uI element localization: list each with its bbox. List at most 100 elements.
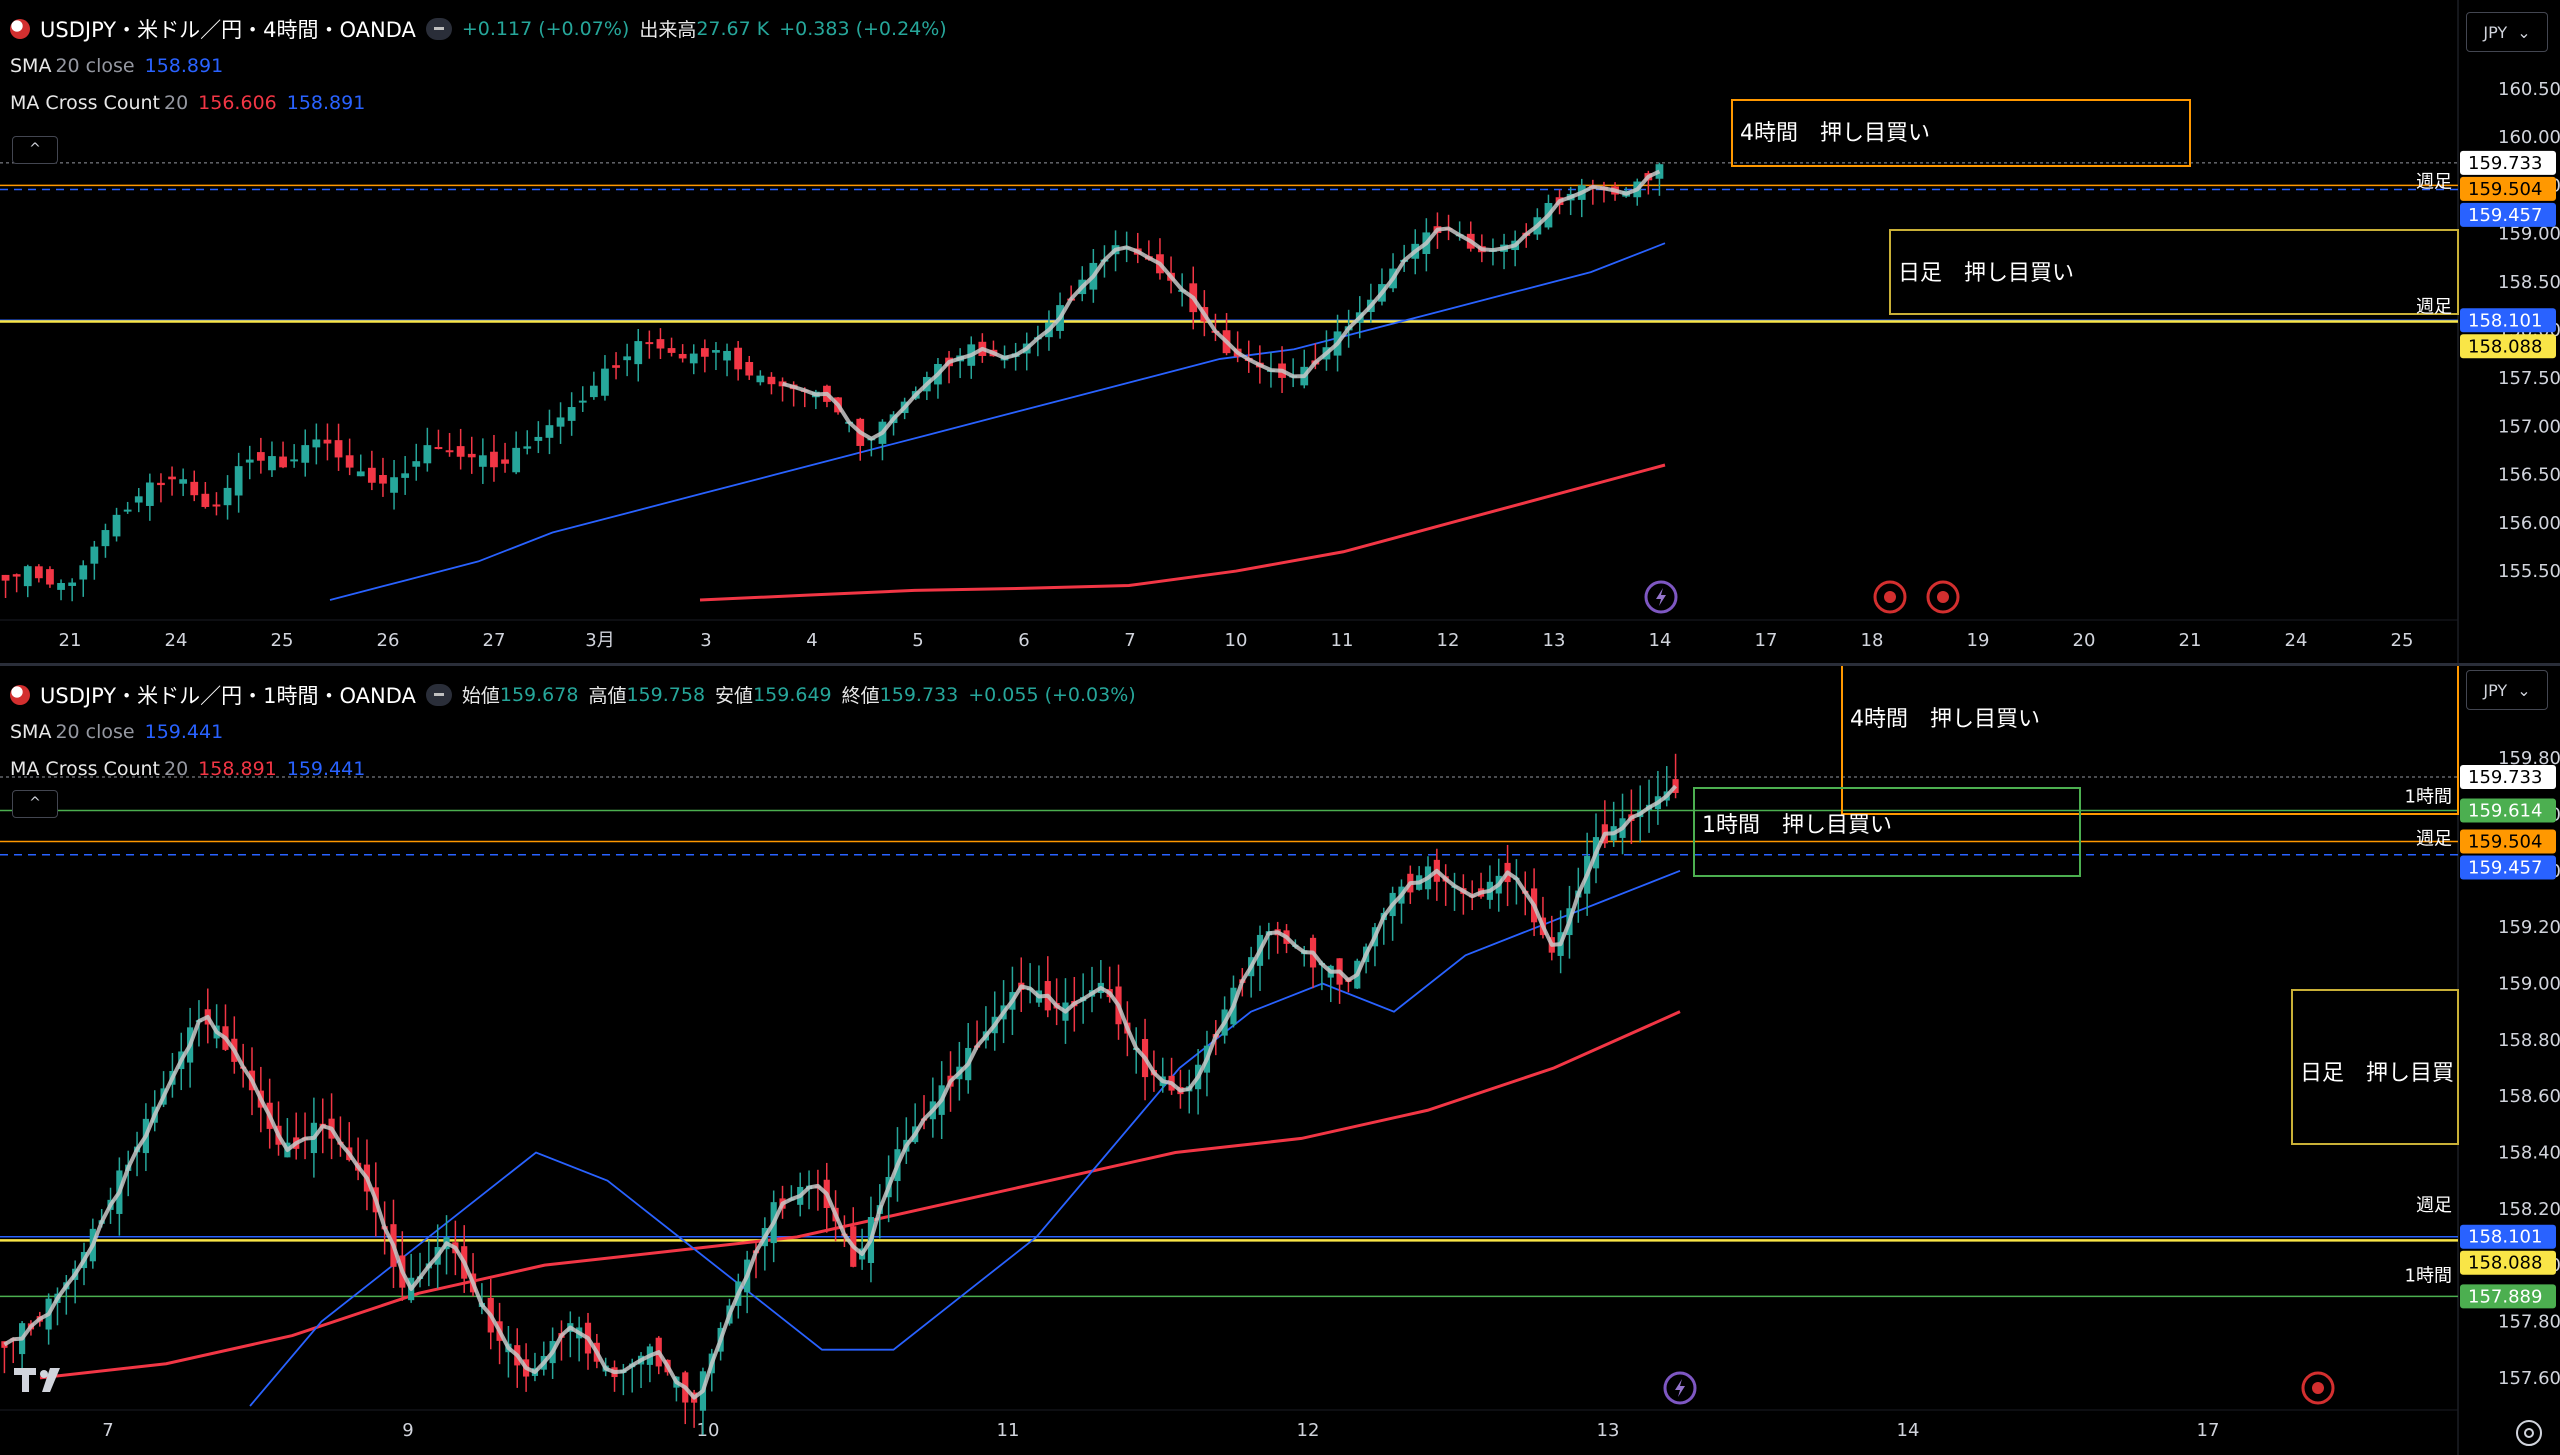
candle-body [523,446,532,449]
price-label-bg [2460,829,2556,854]
chart-pane-4h[interactable]: 160.500160.000159.500159.000158.500158.0… [0,0,2560,664]
candle-body [68,582,77,586]
candle-body [612,365,620,368]
price-label: 159.504 [2468,832,2542,853]
price-label: 157.889 [2468,1286,2542,1307]
line-label: 1時間 [2405,786,2452,807]
sma-row[interactable]: SMA 20 close 159.441 [10,713,1136,750]
candle-body [656,339,665,349]
candle-body [323,439,332,444]
candle-body [512,447,521,473]
hide-legend-button[interactable] [425,17,452,40]
x-tick-label: 25 [271,630,294,651]
close-label: 終値 [841,685,880,707]
sma-line [329,242,1666,601]
volume-label: 出来高 [639,19,697,41]
price-label-bg [2460,765,2556,790]
x-tick-label: 24 [165,630,188,651]
candle-body [23,566,32,587]
candle-body [390,477,398,493]
ma-cross-params: 20 [163,757,189,780]
currency-select[interactable]: JPY ⌄ [2466,12,2548,52]
x-tick-label: 3月 [585,630,614,651]
zone-box [1889,229,2459,315]
x-tick-label: 25 [2391,630,2414,651]
ma-cross-value-1: 156.606 [198,91,277,114]
currency-label: JPY [2483,680,2508,700]
y-tick-label: 159.200 [2498,917,2560,938]
candle-body [90,546,99,564]
candle-body [145,482,154,506]
candle-body [445,450,454,453]
sma-row[interactable]: SMA 20 close 158.891 [10,47,947,84]
sma-value: 159.441 [144,720,224,743]
ma-cross-label: MA Cross Count [10,91,160,114]
candle-body [367,467,376,483]
flag-glyph [1884,591,1896,603]
candle-body [545,425,554,438]
x-tick-label: 14 [1897,1420,1920,1441]
candle-body [478,455,487,467]
x-tick-label: 21 [59,630,82,651]
candle-body [712,350,720,353]
change-value: +0.055 (+0.03%) [968,683,1136,706]
legend-1h: USDJPY・米ドル／円・1時間・OANDA 始値 159.678 高値 159… [10,676,1136,787]
candle-body [778,381,787,387]
zone-label: 日足 押し目買 [2300,1061,2454,1086]
y-tick-label: 159.800 [2498,748,2560,769]
collapse-indicators-button[interactable]: ^ [12,136,58,164]
y-tick-label: 158.400 [2498,1143,2560,1164]
hide-legend-button[interactable] [425,683,452,706]
chart-pane-1h[interactable]: 159.800159.600159.400159.200159.000158.8… [0,666,2560,1455]
zone-box [1693,787,2081,877]
x-tick-label: 26 [377,630,400,651]
high-value: 159.758 [626,683,706,706]
price-label-bg [2460,334,2556,359]
pane-divider[interactable] [0,663,2560,667]
x-tick-label: 17 [1755,630,1778,651]
symbol-flag-icon [10,684,30,705]
candle-body [290,459,299,462]
x-tick-label: 5 [912,630,923,651]
candle-body [501,459,509,464]
high-label: 高値 [588,685,627,707]
candle-body [601,368,609,396]
candle-body [123,509,132,512]
ma-cross-row[interactable]: MA Cross Count 20 156.606 158.891 [10,84,947,121]
chart-canvas-1h[interactable]: 159.800159.600159.400159.200159.000158.8… [0,666,2560,1455]
y-tick-label: 156.000 [2498,513,2560,534]
candle-body [723,350,731,361]
settings-gear-icon[interactable] [2516,1420,2542,1446]
candle-body [401,473,410,478]
zone-label: 4時間 押し目買い [1850,707,2040,732]
y-tick-label: 158.600 [2498,1086,2560,1107]
y-tick-label: 160.500 [2498,79,2560,100]
x-tick-label: 17 [2197,1420,2220,1441]
candle-body [345,455,354,468]
candle-body [1,574,10,581]
chart-canvas-4h[interactable]: 160.500160.000159.500159.000158.500158.0… [0,0,2560,664]
symbol-title[interactable]: USDJPY・米ドル／円・1時間・OANDA [40,683,416,708]
candle-body [756,375,765,383]
candle-body [667,348,676,353]
ma-cross-row[interactable]: MA Cross Count 20 158.891 159.441 [10,750,1136,787]
tradingview-logo-icon[interactable] [14,1366,66,1396]
x-tick-label: 21 [2179,630,2202,651]
candle-body [34,566,43,579]
zone-box [1841,666,2459,815]
x-tick-label: 27 [483,630,506,651]
currency-select[interactable]: JPY ⌄ [2466,670,2548,710]
candle-body [578,400,587,403]
candle-body [456,446,465,457]
candle-body [356,471,365,477]
x-tick-label: 10 [1225,630,1248,651]
ma-cross-value-1: 158.891 [198,757,277,780]
candle-body [190,481,199,496]
symbol-title[interactable]: USDJPY・米ドル／円・4時間・OANDA [40,17,416,42]
candle-body [101,530,110,547]
sma-params: 20 close [55,720,135,743]
candle-body [112,514,121,537]
collapse-indicators-button[interactable]: ^ [12,790,58,818]
x-tick-label: 11 [997,1420,1020,1441]
x-tick-label: 20 [2073,630,2096,651]
